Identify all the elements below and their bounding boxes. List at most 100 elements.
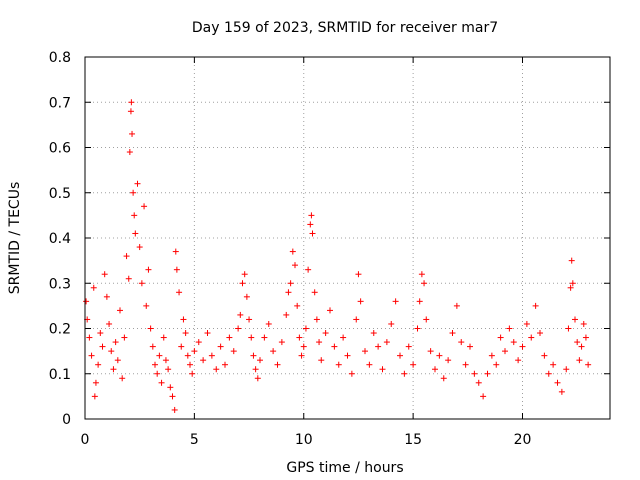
data-point: [309, 230, 316, 237]
data-point: [355, 271, 362, 278]
data-point: [580, 320, 587, 327]
data-point: [471, 370, 478, 377]
data-point: [200, 357, 207, 364]
data-point: [421, 280, 428, 287]
data-point: [171, 406, 178, 413]
data-point: [294, 302, 301, 309]
data-point: [252, 366, 259, 373]
data-point: [307, 221, 314, 228]
data-points: [83, 99, 592, 413]
data-point: [327, 307, 333, 314]
data-point: [519, 343, 526, 350]
data-point: [335, 361, 342, 368]
data-point: [132, 230, 139, 237]
data-point: [313, 316, 320, 323]
data-point: [574, 339, 581, 346]
data-point: [563, 366, 570, 373]
data-point: [497, 334, 504, 341]
data-point: [370, 330, 377, 337]
data-point: [250, 352, 257, 359]
data-point: [243, 293, 250, 300]
data-point: [160, 334, 167, 341]
grid-lines: [85, 57, 610, 419]
data-point: [121, 334, 128, 341]
data-point: [131, 212, 138, 219]
data-point: [204, 330, 211, 337]
data-point: [493, 361, 500, 368]
data-point: [565, 325, 572, 332]
data-point: [298, 352, 305, 359]
data-point: [287, 280, 294, 287]
data-point: [405, 343, 412, 350]
data-point: [136, 244, 143, 251]
data-point: [154, 370, 161, 377]
data-point: [475, 379, 482, 386]
data-point: [254, 375, 261, 382]
data-point: [550, 361, 557, 368]
data-point: [418, 271, 425, 278]
data-point: [195, 339, 202, 346]
data-point: [308, 212, 315, 219]
data-point: [95, 361, 102, 368]
data-point: [484, 370, 491, 377]
data-point: [362, 348, 368, 355]
data-point: [117, 307, 123, 314]
y-axis-label: SRMTID / TECUs: [7, 182, 23, 295]
data-point: [110, 366, 117, 373]
data-point: [445, 357, 452, 364]
data-point: [344, 352, 351, 359]
y-tick-label: 0: [62, 412, 71, 428]
data-point: [248, 334, 255, 341]
data-point: [331, 343, 338, 350]
data-point: [582, 334, 589, 341]
data-point: [172, 248, 179, 255]
data-point: [265, 320, 272, 327]
data-point: [348, 370, 355, 377]
x-tick-label: 10: [295, 432, 313, 448]
data-point: [567, 284, 574, 291]
data-point: [383, 339, 390, 346]
data-point: [112, 339, 119, 346]
data-point: [423, 316, 430, 323]
data-point: [285, 289, 292, 296]
y-tick-label: 0.2: [49, 322, 71, 338]
data-point: [392, 298, 399, 305]
data-point: [237, 311, 244, 318]
data-point: [226, 334, 233, 341]
data-point: [108, 348, 115, 355]
data-point: [572, 316, 578, 323]
data-point: [189, 370, 196, 377]
data-point: [462, 361, 469, 368]
data-point: [311, 289, 318, 296]
data-point: [416, 298, 423, 305]
data-point: [191, 348, 198, 355]
data-point: [130, 189, 137, 196]
data-point: [510, 339, 517, 346]
data-point: [217, 343, 224, 350]
data-point: [340, 334, 347, 341]
data-point: [506, 325, 513, 332]
data-point: [278, 339, 285, 346]
data-point: [388, 320, 395, 327]
data-point: [316, 339, 323, 346]
data-point: [208, 352, 215, 359]
data-point: [173, 266, 180, 273]
data-point: [127, 108, 134, 115]
data-point: [270, 348, 277, 355]
data-point: [432, 366, 438, 373]
data-point: [246, 316, 253, 323]
data-point: [83, 298, 90, 305]
data-point: [375, 343, 382, 350]
data-point: [187, 361, 193, 368]
data-point: [585, 361, 592, 368]
data-point: [165, 366, 172, 373]
data-point: [162, 357, 169, 364]
x-tick-label: 15: [404, 432, 422, 448]
data-point: [578, 343, 585, 350]
data-point: [90, 284, 97, 291]
data-point: [230, 348, 237, 355]
y-tick-label: 0.1: [49, 367, 71, 383]
data-point: [141, 203, 148, 210]
data-point: [91, 393, 98, 400]
data-point: [88, 352, 95, 359]
